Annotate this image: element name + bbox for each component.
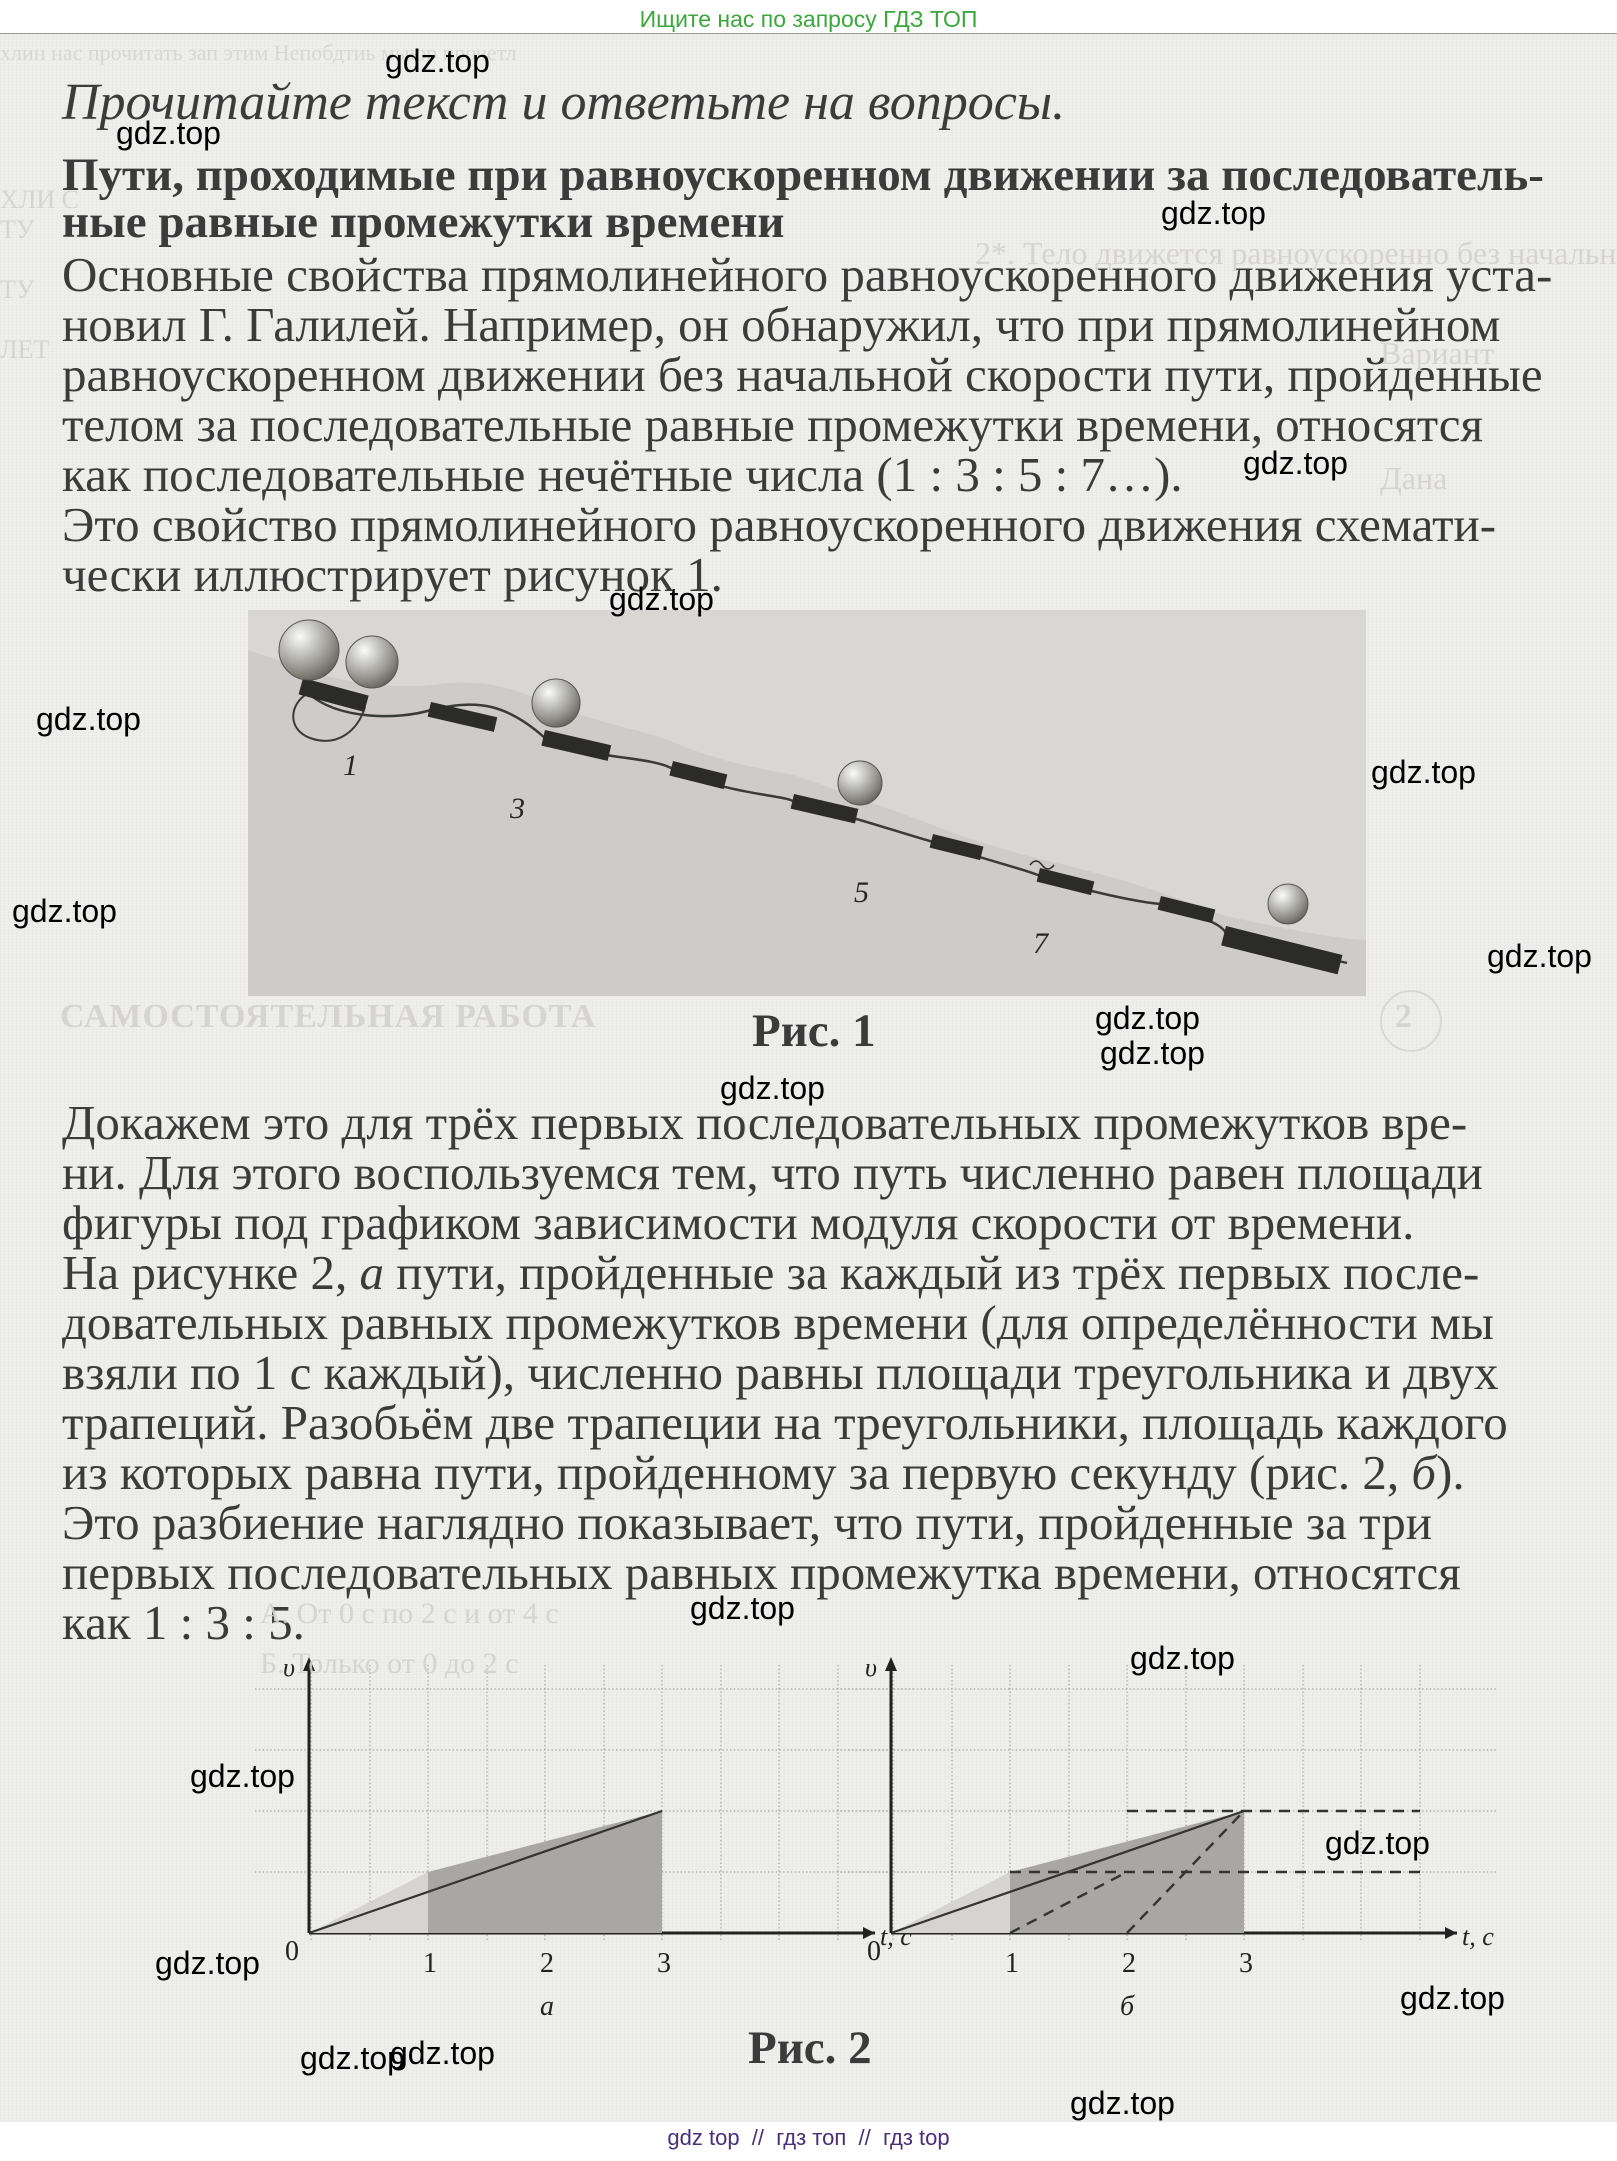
svg-text:υ: υ (865, 1653, 877, 1682)
svg-text:3: 3 (509, 792, 525, 825)
svg-text:2: 2 (540, 1948, 554, 1979)
svg-text:1: 1 (343, 749, 358, 782)
svg-text:3: 3 (1239, 1948, 1253, 1979)
svg-text:0: 0 (285, 1936, 299, 1967)
svg-text:1: 1 (1005, 1948, 1019, 1979)
svg-text:t, c: t, c (1462, 1922, 1494, 1951)
svg-text:1: 1 (423, 1948, 437, 1979)
svg-text:б: б (1120, 1991, 1135, 2022)
svg-text:7: 7 (1033, 927, 1050, 960)
svg-text:a: a (540, 1991, 554, 2022)
svg-text:5: 5 (854, 876, 869, 909)
svg-text:3: 3 (657, 1948, 671, 1979)
svg-text:0: 0 (867, 1936, 881, 1967)
svg-text:2: 2 (1122, 1948, 1136, 1979)
